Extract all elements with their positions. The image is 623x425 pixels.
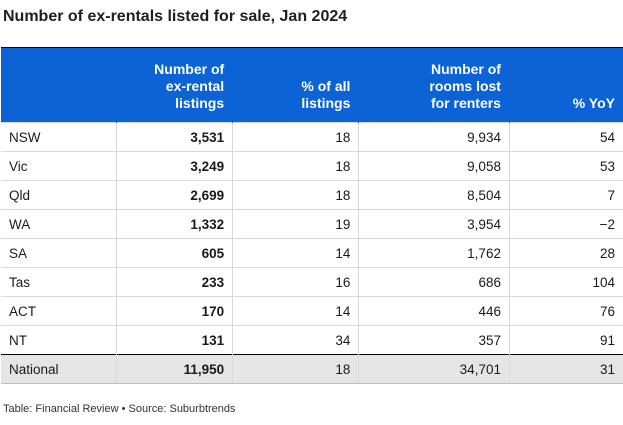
table-row: Tas 233 16 686 104 (1, 267, 623, 297)
table-cell: 18 (232, 151, 359, 181)
row-label: National (1, 354, 117, 384)
row-label: SA (1, 238, 117, 268)
table-cell: 34,701 (358, 354, 510, 384)
table-cell: 14 (232, 296, 359, 326)
table-cell: 1,332 (116, 209, 233, 239)
table-row: NT 131 34 357 91 (1, 325, 623, 355)
row-label: ACT (1, 296, 117, 326)
row-label: NT (1, 325, 117, 355)
table-cell: 2,699 (116, 180, 233, 210)
table-cell: 31 (508, 354, 623, 384)
table-row: ACT 170 14 446 76 (1, 296, 623, 326)
table-cell: 3,531 (116, 122, 233, 152)
header-ex-rental-listings: Number of ex-rental listings (116, 47, 233, 123)
header-line: listings (301, 95, 351, 111)
table-cell: 3,954 (358, 209, 510, 239)
table-row: Vic 3,249 18 9,058 53 (1, 151, 623, 181)
row-label: NSW (1, 122, 117, 152)
table-cell: −2 (508, 209, 623, 239)
table-cell: 54 (508, 122, 623, 152)
table-cell: 1,762 (358, 238, 510, 268)
header-line: ex-rental (165, 78, 225, 94)
row-label: Qld (1, 180, 117, 210)
header-pct-of-all-listings: % of all listings (232, 47, 359, 123)
chart-title: Number of ex-rentals listed for sale, Ja… (3, 8, 348, 25)
table-cell: 11,950 (116, 354, 233, 384)
table-cell: 18 (232, 180, 359, 210)
table-cell: 28 (508, 238, 623, 268)
total-row: National 11,950 18 34,701 31 (1, 354, 623, 384)
header-line: for renters (430, 95, 501, 111)
header-line: % YoY (572, 95, 615, 111)
table-cell: 91 (508, 325, 623, 355)
table-cell: 8,504 (358, 180, 510, 210)
header-rooms-lost: Number of rooms lost for renters (358, 47, 510, 123)
table-row: NSW 3,531 18 9,934 54 (1, 122, 623, 152)
table-cell: 19 (232, 209, 359, 239)
header-pct-yoy: % YoY (508, 47, 623, 123)
header-line: rooms lost (429, 78, 501, 94)
header-line: listings (175, 95, 225, 111)
table-cell: 76 (508, 296, 623, 326)
data-table: Number of ex-rental listings % of all listi… (1, 47, 623, 384)
table-cell: 16 (232, 267, 359, 297)
table-cell: 18 (232, 354, 359, 384)
row-label: Tas (1, 267, 117, 297)
table-cell: 686 (358, 267, 510, 297)
table-cell: 14 (232, 238, 359, 268)
table-body: NSW 3,531 18 9,934 54 Vic 3,249 18 9,058 53 Qld 2,6… (1, 122, 623, 384)
row-label: Vic (1, 151, 117, 181)
row-label: WA (1, 209, 117, 239)
table-cell: 53 (508, 151, 623, 181)
header-row: Number of ex-rental listings % of all listi… (1, 47, 623, 123)
table-cell: 9,934 (358, 122, 510, 152)
table-cell: 104 (508, 267, 623, 297)
table-cell: 18 (232, 122, 359, 152)
header-line: Number of (430, 61, 501, 77)
header-region (1, 47, 117, 123)
table-cell: 34 (232, 325, 359, 355)
table-row: SA 605 14 1,762 28 (1, 238, 623, 268)
table-cell: 3,249 (116, 151, 233, 181)
table-cell: 131 (116, 325, 233, 355)
table-cell: 357 (358, 325, 510, 355)
source-note: Table: Financial Review • Source: Suburb… (3, 403, 236, 415)
table-cell: 170 (116, 296, 233, 326)
header-line: % of all (301, 78, 351, 94)
table-cell: 7 (508, 180, 623, 210)
header-line: Number of (154, 61, 225, 77)
table-row: Qld 2,699 18 8,504 7 (1, 180, 623, 210)
table-cell: 446 (358, 296, 510, 326)
table-cell: 233 (116, 267, 233, 297)
table-cell: 605 (116, 238, 233, 268)
table-cell: 9,058 (358, 151, 510, 181)
table-row: WA 1,332 19 3,954 −2 (1, 209, 623, 239)
